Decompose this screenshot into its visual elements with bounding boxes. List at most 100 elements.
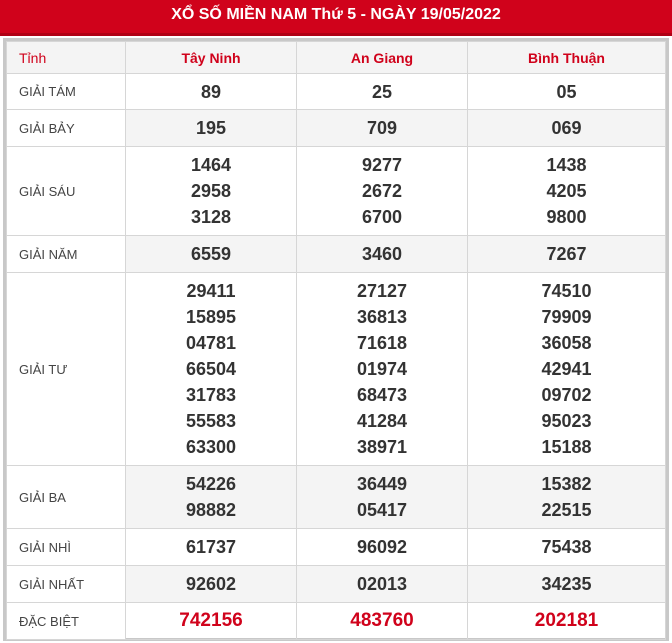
prize-number: 1464 (190, 155, 232, 175)
prize-number: 27127 (356, 281, 408, 301)
prize-number: 25 (371, 81, 393, 102)
prize-cell: 36449 05417 (296, 465, 468, 529)
prize-cell: 61737 (125, 528, 297, 566)
prize-number: 61737 (185, 537, 237, 557)
prize-cell: 195 (125, 109, 297, 147)
results-table: Tỉnh Tây Ninh An Giang Bình Thuận GIẢI T… (6, 41, 666, 640)
prize-cell: 89 (125, 73, 297, 110)
prize-row: GIẢI NHẤT 92602 02013 34235 (6, 565, 666, 603)
prize-number: 36813 (356, 307, 408, 327)
prize-number: 98882 (185, 500, 237, 520)
prize-number: 36058 (541, 333, 592, 353)
prize-cell: 25 (296, 73, 468, 110)
prize-cell: 202181 (467, 602, 666, 640)
prize-number: 31783 (185, 385, 237, 405)
prize-cell: 02013 (296, 565, 468, 603)
prize-number: 3128 (190, 207, 232, 227)
prize-cell: 6559 (125, 235, 297, 273)
prize-number: 4205 (546, 181, 587, 201)
prize-number: 38971 (356, 437, 408, 457)
header-province[interactable]: Tây Ninh (125, 41, 297, 74)
prize-number: 069 (551, 118, 582, 138)
prize-cell: 069 (467, 109, 666, 147)
prize-cell: 27127 36813 71618 01974 68473 41284 38971 (296, 272, 468, 466)
prize-row: ĐẶC BIỆT 742156 483760 202181 (6, 602, 666, 640)
special-prize-number: 742156 (179, 610, 243, 631)
prize-number: 9800 (546, 207, 587, 227)
prize-number: 71618 (356, 333, 408, 353)
prize-cell: 7267 (467, 235, 666, 273)
prize-number: 63300 (185, 437, 237, 457)
prize-label: GIẢI BA (6, 465, 126, 529)
results-table-frame: Tỉnh Tây Ninh An Giang Bình Thuận GIẢI T… (3, 38, 669, 641)
prize-number: 68473 (356, 385, 408, 405)
prize-cell: 15382 22515 (467, 465, 666, 529)
prize-cell: 96092 (296, 528, 468, 566)
prize-cell: 74510 79909 36058 42941 09702 95023 15188 (467, 272, 666, 466)
prize-cell: 3460 (296, 235, 468, 273)
prize-label: ĐẶC BIỆT (6, 602, 126, 640)
prize-number: 66504 (185, 359, 237, 379)
prize-number: 79909 (541, 307, 592, 327)
prize-number: 2958 (190, 181, 232, 201)
prize-row: GIẢI TÁM 89 25 05 (6, 73, 666, 110)
prize-number: 96092 (356, 537, 408, 557)
prize-number: 95023 (541, 411, 592, 431)
prize-label: GIẢI BẢY (6, 109, 126, 147)
prize-number: 1438 (546, 155, 587, 175)
prize-cell: 92602 (125, 565, 297, 603)
prize-number: 02013 (356, 574, 408, 594)
page-title: XỔ SỐ MIỀN NAM Thứ 5 - NGÀY 19/05/2022 (0, 0, 672, 36)
prize-cell: 34235 (467, 565, 666, 603)
prize-row: GIẢI TƯ 29411 15895 04781 66504 31783 55583 633… (6, 272, 666, 466)
prize-number: 74510 (541, 281, 592, 301)
prize-row: GIẢI BẢY 195 709 069 (6, 109, 666, 147)
prize-label: GIẢI SÁU (6, 146, 126, 236)
header-province[interactable]: Bình Thuận (467, 41, 666, 74)
prize-number: 34235 (541, 574, 592, 594)
special-prize-number: 202181 (534, 610, 599, 631)
prize-number: 15382 (541, 474, 592, 494)
prize-number: 55583 (185, 411, 237, 431)
prize-number: 54226 (185, 474, 237, 494)
prize-cell: 1438 4205 9800 (467, 146, 666, 236)
prize-number: 3460 (361, 244, 403, 264)
prize-label: GIẢI NHÌ (6, 528, 126, 566)
prize-number: 709 (366, 118, 398, 138)
prize-number: 9277 (361, 155, 403, 175)
prize-number: 2672 (361, 181, 403, 201)
prize-row: GIẢI BA 54226 98882 36449 05417 15382 22515 (6, 465, 666, 529)
prize-number: 15188 (541, 437, 592, 457)
prize-number: 6700 (361, 207, 403, 227)
header-row: Tỉnh Tây Ninh An Giang Bình Thuận (6, 41, 666, 74)
prize-cell: 742156 (125, 602, 297, 640)
prize-cell: 75438 (467, 528, 666, 566)
prize-cell: 483760 (296, 602, 468, 640)
prize-number: 36449 (356, 474, 408, 494)
prize-number: 15895 (185, 307, 237, 327)
prize-number: 89 (200, 81, 222, 102)
prize-cell: 1464 2958 3128 (125, 146, 297, 236)
prize-number: 05 (556, 81, 577, 102)
prize-cell: 05 (467, 73, 666, 110)
prize-label: GIẢI TÁM (6, 73, 126, 110)
prize-number: 195 (195, 118, 227, 138)
prize-number: 09702 (541, 385, 592, 405)
prize-row: GIẢI NHÌ 61737 96092 75438 (6, 528, 666, 566)
special-prize-number: 483760 (350, 610, 414, 631)
prize-number: 41284 (356, 411, 408, 431)
prize-number: 29411 (186, 281, 236, 301)
prize-label: GIẢI NĂM (6, 235, 126, 273)
prize-number: 42941 (541, 359, 592, 379)
prize-number: 92602 (185, 574, 237, 594)
header-province-label: Tỉnh (6, 41, 126, 74)
prize-cell: 9277 2672 6700 (296, 146, 468, 236)
header-province[interactable]: An Giang (296, 41, 468, 74)
prize-number: 04781 (185, 333, 237, 353)
prize-label: GIẢI NHẤT (6, 565, 126, 603)
prize-number: 05417 (356, 500, 408, 520)
prize-row: GIẢI NĂM 6559 3460 7267 (6, 235, 666, 273)
prize-cell: 29411 15895 04781 66504 31783 55583 63300 (125, 272, 297, 466)
prize-cell: 709 (296, 109, 468, 147)
prize-row: GIẢI SÁU 1464 2958 3128 9277 2672 6700 1438 4205… (6, 146, 666, 236)
